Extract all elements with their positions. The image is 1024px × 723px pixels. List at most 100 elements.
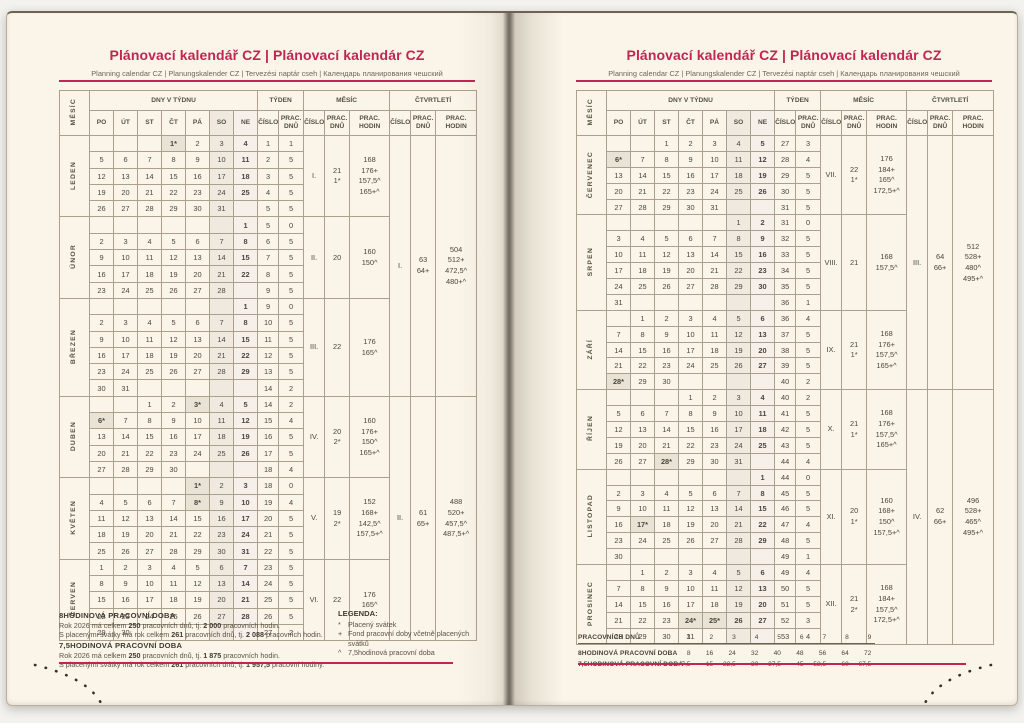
week-row: 6* 7 8 9 10 11 12 28 4	[577, 150, 994, 168]
week-row: 3 4 5 6 7 8 9 32 5	[577, 230, 994, 248]
month-workdays-cell: 21 1*	[324, 134, 351, 218]
footer-value-cell: 40	[773, 650, 781, 657]
week-number-cell: 49	[774, 564, 797, 581]
month-workdays-cell: 21	[841, 214, 868, 311]
summary-line: 165+^	[876, 360, 897, 370]
day-cell: 29	[161, 200, 186, 218]
day-cell: 20	[89, 444, 114, 462]
day-cell	[726, 373, 751, 391]
day-cell: 18	[137, 346, 162, 365]
weekday-header-čt: ČT	[678, 110, 703, 136]
day-cell: 31	[209, 200, 234, 218]
day-cell: 29	[678, 452, 703, 470]
week-number-cell: 18	[257, 460, 280, 479]
weekday-header-pá: PÁ	[185, 110, 210, 136]
footer-line: Rok 2026 má celkem 250 pracovních dnů, t…	[59, 650, 280, 660]
footer-value-cell: 3	[732, 633, 736, 641]
week-row: 16 17 18 19 20 21 22 12 5	[60, 346, 477, 365]
day-cell: 2	[654, 309, 679, 327]
week-workdays-cell: 5	[795, 278, 822, 295]
day-cell: 16	[89, 346, 114, 365]
day-cell: 13	[137, 509, 162, 528]
day-cell	[185, 379, 210, 397]
week-number-cell: 9	[257, 281, 280, 299]
day-cell: 22	[630, 357, 655, 375]
month-workdays-header: PRAC. DNŮ	[841, 110, 868, 136]
day-cell: 25	[749, 436, 776, 454]
day-cell: 23	[89, 363, 114, 381]
week-workdays-cell: 5	[795, 341, 822, 359]
week-workdays-cell: 5	[278, 281, 305, 299]
day-cell: 27	[185, 363, 210, 381]
day-cell: 14	[209, 330, 234, 348]
week-number-cell: 50	[774, 579, 797, 597]
quarter-workhours-cell: 496 528+ 465^ 495+^	[952, 389, 995, 645]
day-cell: 19	[89, 183, 114, 202]
week-row: 28 29 30 31 53 4	[577, 627, 994, 645]
day-cell: 27	[678, 278, 703, 295]
day-cell: 15	[161, 167, 186, 185]
footer-bold-value: 261	[171, 629, 184, 639]
week-row: 11 12 13 14 15 16 17 20 5	[60, 509, 477, 528]
day-cell: 15	[654, 166, 679, 184]
summary-line: 19	[332, 508, 342, 518]
day-cell: 13	[185, 330, 210, 348]
day-cell	[702, 468, 727, 486]
day-cell: 7	[209, 232, 234, 251]
summary-line: 172,5+^	[873, 615, 900, 625]
week-workdays-cell: 2	[278, 623, 305, 642]
week-row: PROSINEC 1 2 3 4 5 6 49 4 XII. 21 2* 168 184+ 157,5^ 17…	[576, 564, 994, 645]
footer-bold-value: 2 000	[203, 620, 222, 630]
day-cell: 4	[702, 309, 727, 327]
week-workdays-cell: 5	[278, 591, 305, 609]
day-cell: 18	[749, 421, 776, 438]
day-cell: 6*	[606, 150, 631, 168]
week-row: 26 27 28* 29 30 31 44 4	[577, 452, 994, 470]
summary-line: 157,5^	[875, 262, 898, 272]
day-cell: 2	[113, 558, 138, 577]
legend-text: Fond pracovní doby včetně placených svát…	[348, 629, 470, 648]
day-cell	[726, 548, 751, 566]
week-number-cell: 43	[774, 436, 797, 454]
day-cell: 12	[113, 509, 138, 528]
day-cell	[702, 548, 727, 566]
summary-line: 160	[363, 247, 376, 257]
week-row: 13 14 15 16 17 18 19 29 5	[577, 166, 994, 184]
day-cell	[161, 297, 186, 316]
week-number-cell: 11	[257, 330, 280, 348]
day-cell: 25	[726, 182, 751, 200]
day-cell: 3	[630, 484, 655, 502]
legend-item: ^ 7,5hodinová pracovní doba	[338, 648, 480, 657]
days-group-header: DNY V TÝDNU	[88, 90, 259, 111]
month-name-label: PROSINEC	[587, 580, 595, 626]
day-cell: 23	[654, 357, 679, 375]
day-cell: 31	[232, 542, 259, 560]
day-cell: 14	[113, 428, 138, 446]
week-number-cell: 52	[774, 611, 797, 629]
month-number-cell: IV.	[303, 395, 326, 479]
day-cell: 30	[606, 548, 631, 566]
summary-line: 150^	[361, 437, 378, 447]
day-cell	[137, 379, 162, 397]
week-row: KVĚTEN 1* 2 3 18 0 V. 19 2* 152 168+ 142,5^ 157,5+^	[59, 477, 477, 560]
summary-line: 168+	[361, 508, 378, 518]
day-cell: 25	[89, 542, 114, 560]
day-cell: 29	[654, 198, 679, 216]
day-cell: 13	[185, 249, 210, 267]
day-cell: 22	[678, 436, 703, 454]
day-cell	[232, 200, 259, 218]
week-row: BŘEZEN 1 9 0 III. 22 176 165^	[59, 297, 477, 397]
day-cell: 18	[209, 428, 234, 446]
week-row: 2 3 4 5 6 7 8 45 5	[577, 484, 994, 502]
month-workdays-cell: 20 2*	[324, 395, 351, 479]
day-cell: 5	[654, 230, 679, 248]
day-cell: 12	[185, 575, 210, 593]
day-cell: 4	[137, 232, 162, 251]
month-workdays-header: PRAC. DNŮ	[324, 110, 351, 136]
day-cell: 12	[654, 246, 679, 264]
day-cell	[726, 198, 751, 216]
day-cell: 12	[606, 421, 631, 438]
day-cell: 31	[606, 293, 631, 311]
summary-line: 157,5^	[875, 604, 898, 614]
day-cell: 26	[89, 200, 114, 218]
